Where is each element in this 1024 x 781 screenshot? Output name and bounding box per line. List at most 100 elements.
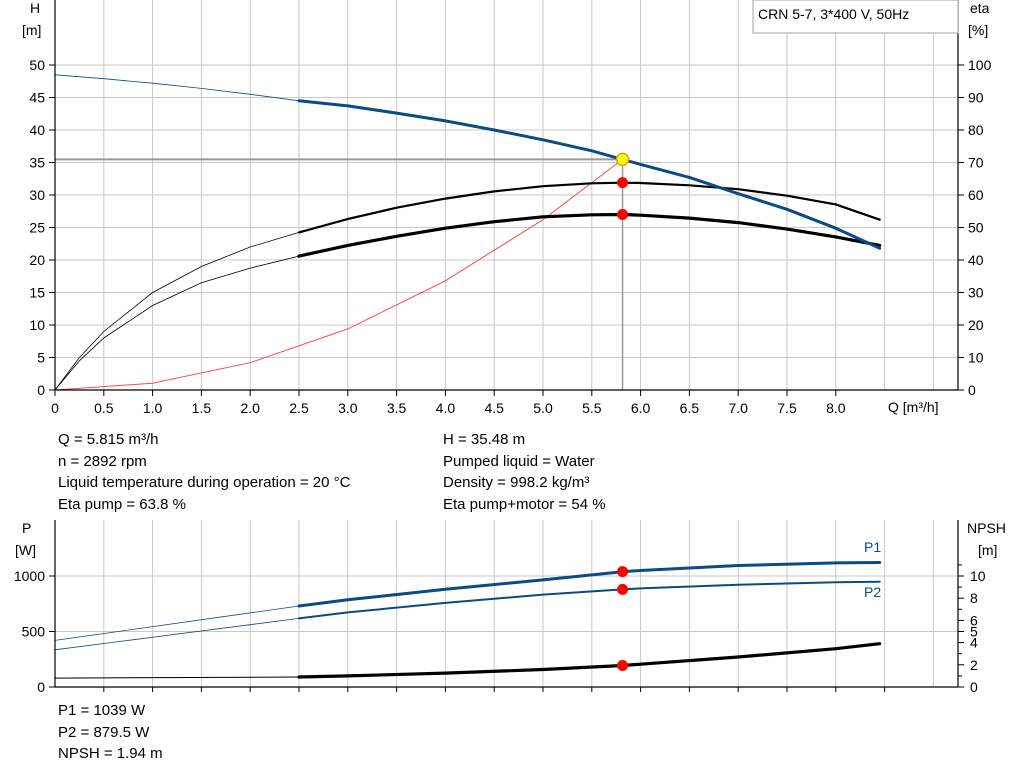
info-top-left: Q = 5.815 m³/h n = 2892 rpm Liquid tempe… [58,429,350,515]
eta-tick-label: 0 [968,382,976,398]
chart-title-box: CRN 5-7, 3*400 V, 50Hz [752,0,959,34]
eta-tick-label: 70 [968,155,984,171]
p1-value: P1 = 1039 W [58,702,146,719]
h-axis-unit: [m] [22,22,41,38]
p1-curve-label: P1 [864,539,881,555]
liquid-temperature-value: Liquid temperature during operation = 20… [58,474,351,491]
h-tick-label: 10 [29,317,45,333]
x-tick-label: 3.0 [338,400,358,416]
npsh-curve-extrapolated [54,676,300,679]
eta-pump-motor-curve-extrapolated [54,255,300,391]
eta-tick-label: 90 [968,90,984,106]
curves [54,74,882,679]
npsh-tick-label: 8 [970,590,978,606]
h-tick-label: 15 [29,285,45,301]
p-tick-label: 500 [22,624,46,640]
x-tick-label: 4.5 [484,400,504,416]
x-tick-label: 1.0 [143,400,163,416]
h-tick-label: 0 [37,382,45,398]
info-top-right: H = 35.48 m Pumped liquid = Water Densit… [443,429,606,515]
speed-value: n = 2892 rpm [58,452,147,470]
x-tick-label: 2.5 [289,400,309,416]
eta-pump-curve-extrapolated [54,232,300,391]
h-tick-label: 35 [29,155,45,171]
eta-pump-motor-value: Eta pump+motor = 54 % [443,495,606,513]
x-tick-label: 7.0 [728,400,748,416]
eta-tick-label: 40 [968,252,984,268]
npsh-curve [297,642,882,679]
x-tick-label: 0.5 [94,400,114,416]
eta-pump-value: Eta pump = 63.8 % [58,495,186,513]
x-tick-label: 6.5 [680,400,700,416]
h-tick-label: 30 [29,187,45,203]
npsh-tick-label: 5 [970,624,978,640]
eta-pump-curve [297,181,881,234]
eta-tick-label: 50 [968,220,984,236]
x-tick-label: 5.5 [582,400,602,416]
eta-tick-label: 60 [968,187,984,203]
p1-curve-extrapolated [54,605,300,641]
p2-value: P2 = 879.5 W [58,723,150,741]
p-tick-label: 0 [37,679,45,695]
npsh-value: NPSH = 1.94 m [58,745,163,762]
eta-tick-label: 30 [968,285,984,301]
h-axis-label: H [30,0,40,16]
x-tick-label: 5.0 [533,400,553,416]
p2-curve-extrapolated [54,618,300,651]
p2-curve [298,580,881,620]
head-curve-extrapolated [54,74,300,102]
h-tick-label: 40 [29,122,45,138]
system-curve [54,159,623,391]
x-tick-label: 6.0 [631,400,651,416]
p2-operating-point [617,583,629,595]
h-tick-label: 20 [29,252,45,268]
h-tick-label: 5 [37,350,45,366]
x-tick-label: 4.0 [436,400,456,416]
pumped-liquid-value: Pumped liquid = Water [443,452,595,470]
bottom-chart-grid [54,520,958,688]
eta-tick-label: 10 [968,350,984,366]
eta-axis-unit: [%] [968,22,988,38]
x-tick-label: 2.0 [240,400,260,416]
eta-tick-label: 100 [968,57,992,73]
npsh-axis-label: NPSH [967,520,1006,536]
npsh-tick-label: 2 [970,657,978,673]
npsh-tick-label: 10 [970,568,986,584]
top-chart-grid [54,0,958,391]
x-tick-label: 8.0 [826,400,846,416]
x-axis-label: Q [m³/h] [888,399,939,415]
p-axis-label: P [22,520,31,536]
info-bottom: P1 = 1039 W P2 = 879.5 W NPSH = 1.94 m [58,700,163,765]
axis-labels: 0 0.5 1.0 1.5 2.0 2.5 3.0 3.5 4.0 4.5 5.0 5.5 6.0 6.5… [14,57,992,695]
npsh-operating-point [617,659,629,671]
h-tick-label: 25 [29,220,45,236]
head-curve [297,99,882,250]
h-tick-label: 45 [29,90,45,106]
eta-pump-motor-operating-point [617,209,629,220]
npsh-tick-label: 4 [970,635,978,651]
flow-value: Q = 5.815 m³/h [58,431,159,448]
p-tick-label: 1000 [14,568,45,584]
head-value: H = 35.48 m [443,431,526,448]
p-axis-unit: [W] [15,542,36,558]
chart-title: CRN 5-7, 3*400 V, 50Hz [758,6,909,22]
p1-operating-point [617,566,629,578]
p2-curve-label: P2 [864,584,881,600]
x-tick-label: 3.5 [387,400,407,416]
x-tick-label: 7.5 [777,400,797,416]
axes [49,0,964,692]
npsh-tick-label: 0 [970,679,978,695]
eta-tick-label: 80 [968,122,984,138]
x-tick-label: 1.5 [192,400,212,416]
h-tick-label: 50 [29,57,45,73]
eta-tick-label: 20 [968,317,984,333]
npsh-axis-unit: [m] [978,542,997,558]
density-value: Density = 998.2 kg/m³ [443,474,590,491]
x-tick-label: 0 [51,400,59,416]
eta-axis-label: eta [970,0,990,16]
eta-pump-operating-point [617,177,629,189]
eta-pump-motor-curve [297,212,882,258]
head-operating-point [615,152,630,167]
npsh-tick-label: 6 [970,612,978,628]
